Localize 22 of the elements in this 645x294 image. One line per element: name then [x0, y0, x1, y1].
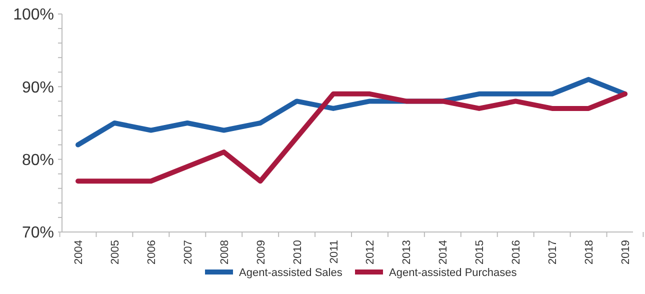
x-tick-label: 2017	[547, 240, 560, 264]
x-tick-label: 2012	[364, 240, 377, 264]
x-tick-label: 2013	[401, 240, 414, 264]
x-tick-label: 2018	[584, 240, 596, 264]
x-tick-label: 2015	[474, 240, 486, 264]
x-tick-label: 2019	[620, 240, 632, 264]
x-tick-label: 2004	[73, 240, 85, 264]
x-tick-label: 2007	[182, 240, 194, 264]
y-tick-label: 80%	[22, 152, 54, 169]
x-tick-label: 2016	[510, 240, 523, 264]
x-tick-label: 2009	[255, 240, 268, 264]
x-tick-label: 2014	[438, 240, 450, 264]
y-tick-label: 70%	[22, 224, 54, 242]
legend-label: Agent-assisted Sales	[239, 266, 343, 279]
y-tick-label: 100%	[13, 6, 54, 24]
legend-label: Agent-assisted Purchases	[389, 266, 518, 279]
x-tick-label: 2006	[146, 240, 158, 264]
x-tick-label: 2011	[328, 240, 340, 264]
x-tick-label: 2008	[218, 240, 231, 264]
y-tick-label: 90%	[22, 79, 54, 96]
x-tick-label: 2010	[292, 240, 304, 264]
x-tick-label: 2005	[109, 240, 122, 264]
